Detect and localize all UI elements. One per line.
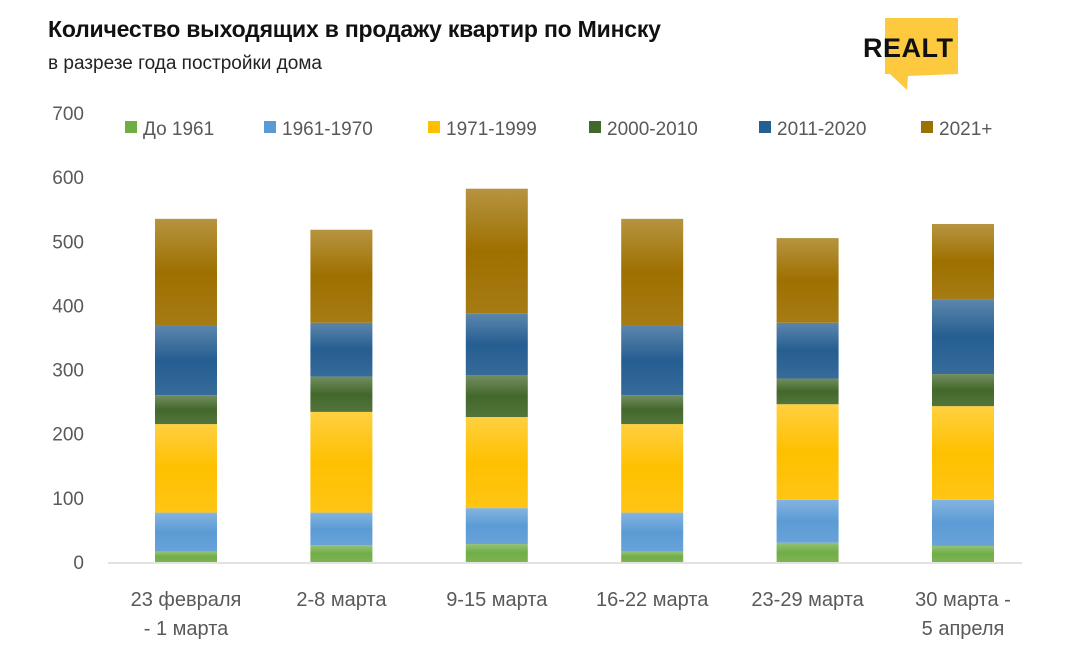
chart-subtitle: в разрезе года постройки дома [48, 53, 322, 74]
legend-swatch [428, 121, 440, 133]
bar-segment [776, 238, 839, 323]
y-tick-label: 700 [52, 104, 84, 125]
bar-segment [465, 544, 528, 562]
legend-swatch [921, 121, 933, 133]
bar-segment [932, 223, 994, 300]
y-tick-label: 500 [52, 232, 84, 253]
y-tick-label: 400 [52, 296, 84, 317]
bar-segment [465, 313, 528, 376]
legend-label: 2000-2010 [607, 119, 698, 140]
bar-segment [155, 512, 217, 552]
bar-segment [155, 551, 217, 562]
bar-segment [621, 512, 684, 552]
bar-segment [932, 545, 994, 562]
bar-segment [310, 376, 373, 412]
bar-segment [621, 395, 684, 425]
y-tick-label: 0 [73, 553, 84, 574]
bar-segment [310, 545, 373, 562]
y-tick-label: 300 [52, 361, 84, 382]
bar-segment [310, 512, 373, 546]
bar-segment [776, 322, 839, 379]
y-tick-label: 600 [52, 168, 84, 189]
x-tick-label: 2-8 марта [296, 589, 387, 611]
bar-segment [155, 424, 217, 513]
x-tick-label: - 1 марта [144, 618, 229, 640]
bar-segment [932, 499, 994, 546]
legend-label: 1961-1970 [282, 119, 373, 140]
realt-logo: REALT [863, 18, 958, 90]
bar-segment [776, 404, 839, 500]
legend-swatch [264, 121, 276, 133]
bar-segment [155, 395, 217, 425]
legend-swatch [759, 121, 771, 133]
legend-label: 1971-1999 [446, 119, 537, 140]
x-tick-label: 30 марта - [915, 589, 1011, 611]
bar-segment [310, 322, 373, 377]
x-tick-label: 9-15 марта [446, 589, 548, 611]
bar-segment [621, 325, 684, 396]
x-tick-label: 23-29 марта [751, 589, 864, 611]
legend-label: До 1961 [143, 119, 214, 140]
bar-segment [776, 499, 839, 543]
y-tick-label: 100 [52, 489, 84, 510]
bar-segment [621, 218, 684, 326]
chart-title: Количество выходящих в продажу квартир п… [48, 16, 661, 42]
bar-segment [621, 424, 684, 513]
svg-text:REALT: REALT [863, 33, 954, 63]
bar-segment [310, 411, 373, 513]
bar-segment [155, 325, 217, 396]
bar-segment [310, 229, 373, 323]
x-tick-label: 16-22 марта [596, 589, 709, 611]
bar-segment [465, 417, 528, 509]
legend-swatch [589, 121, 601, 133]
y-tick-label: 200 [52, 425, 84, 446]
legend-swatch [125, 121, 137, 133]
bar-segment [465, 375, 528, 418]
bar-segment [932, 374, 994, 407]
legend-label: 2011-2020 [777, 119, 866, 140]
bar-segment [465, 188, 528, 314]
bar-segment [155, 218, 217, 326]
bar-segment [776, 378, 839, 405]
x-tick-label: 5 апреля [922, 618, 1005, 640]
bar-segment [776, 542, 839, 562]
bar-segment [465, 508, 528, 545]
legend-label: 2021+ [939, 119, 992, 140]
bar-segment [932, 299, 994, 375]
bar-segment [932, 406, 994, 500]
bar-segment [621, 551, 684, 562]
x-tick-label: 23 февраля [131, 589, 242, 611]
